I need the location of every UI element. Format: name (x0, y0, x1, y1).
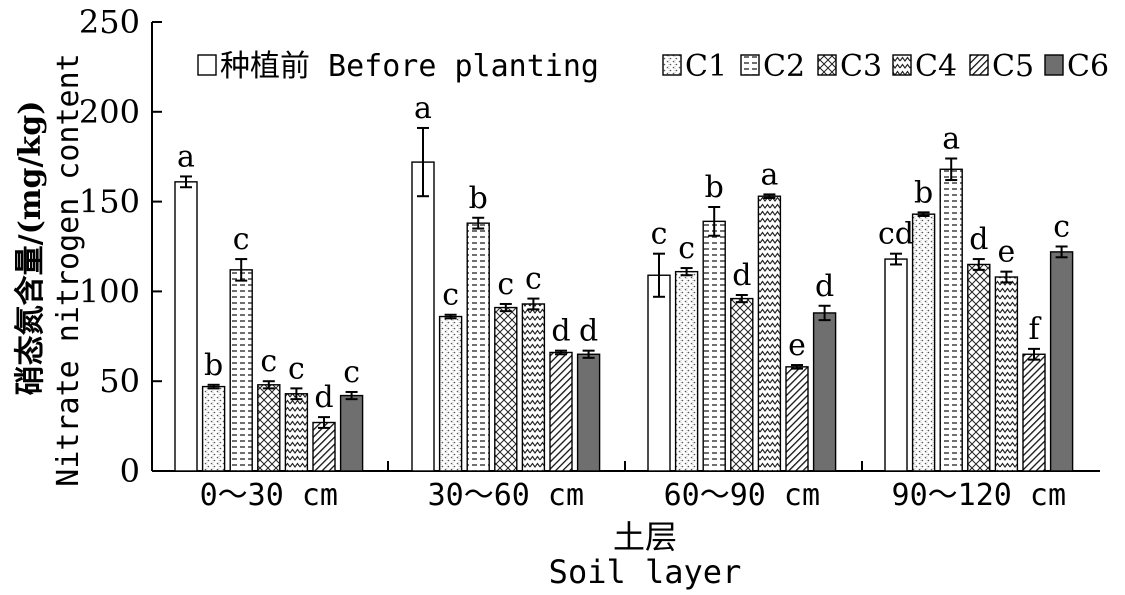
bar-c1-2 (674, 270, 699, 472)
y-tick-label: 150 (79, 183, 140, 221)
significance-letter: d (732, 258, 751, 293)
significance-letter: b (914, 175, 933, 210)
significance-letter: a (942, 121, 960, 156)
significance-letter: e (998, 235, 1016, 270)
legend-swatch (197, 54, 217, 76)
legend-swatch (892, 54, 912, 76)
significance-letter: b (469, 181, 488, 216)
bar-c5-1 (549, 351, 573, 472)
bar-c5-3 (1022, 353, 1046, 472)
legend-swatch (740, 54, 760, 76)
legend-swatch (1044, 54, 1064, 76)
significance-letter: f (1028, 312, 1041, 347)
x-tick-label: 60～90 cm (664, 478, 820, 513)
significance-letter: c (442, 278, 459, 313)
bar-c6-2 (812, 312, 837, 472)
bar-c3-0 (257, 384, 281, 472)
bar-c3-1 (494, 306, 518, 472)
y-tick-label: 250 (79, 3, 140, 41)
legend-label: C6 (1067, 49, 1109, 84)
bar-c1-3 (911, 213, 936, 472)
significance-letter: c (343, 355, 360, 390)
bar-c1-0 (201, 385, 226, 472)
significance-letter: d (815, 269, 834, 304)
y-axis-title-cn: 硝态氮含量/(mg/kg) (13, 101, 48, 396)
legend-label: C3 (840, 49, 882, 84)
bar-c6-0 (339, 394, 364, 472)
legend-swatch (817, 54, 837, 76)
significance-letter: a (414, 91, 432, 126)
bar-c4-3 (994, 276, 1019, 472)
significance-letter: c (497, 267, 514, 302)
legend-swatch (969, 54, 989, 76)
y-tick-label: 200 (79, 93, 140, 131)
bar-c3-2 (730, 297, 754, 472)
bar-c2-3 (939, 168, 963, 472)
significance-letter: c (288, 351, 305, 386)
significance-letter: a (177, 139, 195, 174)
x-axis-title-en: Soil layer (549, 553, 742, 591)
bar-before-1 (411, 161, 435, 472)
significance-letter: b (204, 348, 223, 383)
bar-c3-3 (967, 263, 991, 472)
y-tick-label: 100 (79, 272, 140, 310)
significance-letter: d (969, 222, 988, 257)
bar-c5-2 (785, 366, 809, 472)
significance-letter: b (705, 170, 724, 205)
y-tick-label: 50 (99, 362, 140, 400)
bar-c2-2 (702, 220, 726, 472)
significance-letter: d (314, 380, 333, 415)
bar-c4-0 (284, 393, 309, 472)
bar-before-3 (884, 258, 908, 472)
x-tick-label: 0～30 cm (200, 478, 338, 513)
significance-letter: c (233, 222, 250, 257)
y-axis-title-en: Nitrate nitrogen content (51, 53, 86, 486)
bar-c6-3 (1049, 251, 1074, 472)
bar-c5-0 (312, 421, 336, 472)
bar-c2-1 (466, 222, 490, 472)
bar-c1-1 (438, 315, 463, 472)
significance-letter: c (651, 217, 668, 252)
significance-letter: c (260, 344, 277, 379)
significance-letter: a (760, 157, 778, 192)
bar-before-0 (174, 181, 198, 472)
significance-letter: c (1053, 210, 1070, 245)
legend-label: C2 (763, 49, 805, 84)
legend-swatch (662, 54, 682, 76)
legend-label: 种植前 Before planting (220, 49, 599, 84)
legend-label: C1 (685, 49, 727, 84)
significance-letter: c (525, 262, 542, 297)
significance-letter: d (579, 314, 598, 349)
legend-label: C5 (992, 49, 1034, 84)
x-axis-title-cn: 土层 (613, 518, 677, 556)
bar-before-2 (647, 274, 671, 472)
x-tick-label: 30～60 cm (428, 478, 584, 513)
bar-c4-2 (757, 195, 782, 472)
x-tick-label: 90～120 cm (892, 478, 1067, 513)
bar-c6-1 (576, 353, 601, 472)
y-ticks: 0 50 100 150 200 250 (79, 3, 162, 490)
legend-label: C4 (915, 49, 957, 84)
significance-letter: e (788, 328, 806, 363)
bar-c4-1 (521, 303, 546, 472)
x-ticks: 0～30 cm 30～60 cm 60～90 cm 90～120 cm (200, 461, 1066, 513)
legend: 种植前 Before planting C1 C2 C3 C4 C5 C6 (197, 49, 1109, 84)
significance-letter: c (678, 231, 695, 266)
y-tick-label: 0 (120, 452, 140, 490)
bar-c2-0 (229, 269, 253, 472)
significance-letter: d (551, 314, 570, 349)
significance-letter: cd (878, 217, 914, 252)
